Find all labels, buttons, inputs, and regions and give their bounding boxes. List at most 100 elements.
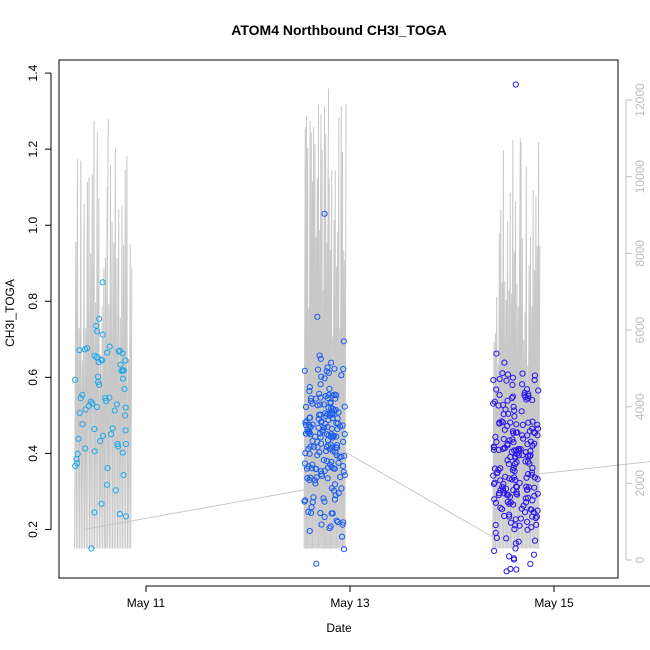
data-point: [509, 466, 516, 474]
data-point: [309, 461, 316, 468]
data-point: [314, 452, 321, 459]
data-point: [305, 463, 312, 470]
data-point: [509, 374, 517, 381]
data-point: [531, 484, 538, 491]
data-point: [87, 398, 94, 405]
data-point: [119, 449, 126, 456]
data-point: [534, 421, 541, 428]
data-point: [529, 442, 536, 449]
data-point: [322, 420, 329, 427]
y-tick-label: 1.0: [26, 217, 40, 234]
data-point: [317, 381, 324, 388]
data-point: [496, 391, 503, 398]
data-point: [534, 507, 541, 514]
data-point: [302, 403, 310, 411]
data-point: [530, 429, 537, 436]
data-point: [523, 483, 530, 490]
data-point: [122, 357, 129, 364]
data-point: [327, 523, 334, 530]
data-point: [506, 500, 513, 507]
data-point: [509, 393, 517, 400]
data-point: [333, 517, 340, 524]
data-point: [321, 513, 328, 521]
data-point: [491, 465, 498, 472]
data-point: [513, 566, 520, 573]
y2-tick-label: 10000: [633, 160, 647, 194]
data-point: [305, 445, 312, 452]
data-point: [306, 384, 313, 391]
data-point: [506, 475, 513, 482]
data-point: [328, 359, 335, 366]
data-point: [301, 460, 309, 467]
data-point: [513, 488, 520, 495]
data-point: [515, 446, 522, 453]
data-point: [102, 395, 109, 402]
data-point: [119, 375, 127, 382]
data-point: [325, 404, 332, 411]
data-point: [93, 403, 101, 411]
data-point: [324, 437, 332, 444]
data-point: [301, 498, 308, 505]
data-point: [534, 425, 542, 432]
data-point-max: [512, 81, 519, 88]
data-point: [310, 443, 317, 450]
data-point: [314, 366, 322, 373]
data-point: [335, 409, 342, 416]
data-point: [501, 359, 508, 366]
data-point: [504, 397, 511, 404]
data-point: [529, 497, 536, 504]
data-point: [495, 491, 502, 499]
data-point: [527, 506, 534, 513]
data-point: [519, 370, 526, 377]
data-point: [523, 474, 530, 481]
data-point: [122, 404, 129, 411]
data-point: [513, 459, 520, 466]
altitude-peak: [104, 119, 109, 549]
data-point: [492, 499, 499, 506]
data-point: [533, 521, 540, 528]
altitude-transit: [84, 486, 320, 530]
data-point: [91, 448, 98, 455]
data-point: [330, 465, 337, 472]
data-point: [104, 349, 111, 356]
y2-tick-label: 6000: [633, 316, 647, 343]
data-point: [73, 456, 80, 463]
data-point: [508, 394, 516, 402]
data-point: [513, 421, 520, 428]
data-point: [337, 473, 344, 481]
data-point: [99, 331, 106, 338]
data-point: [79, 421, 86, 428]
data-point: [317, 434, 324, 441]
data-point-max: [99, 279, 106, 286]
altitude-transit: [523, 461, 650, 477]
data-point: [326, 385, 333, 392]
data-point: [111, 407, 118, 414]
x-tick-label: May 13: [330, 596, 370, 610]
data-point: [312, 480, 319, 487]
data-point: [520, 435, 527, 442]
data-point: [82, 445, 89, 452]
data-point: [519, 432, 526, 439]
data-point: [77, 395, 84, 402]
data-point: [318, 471, 325, 478]
data-point: [525, 392, 532, 399]
data-point: [517, 515, 525, 522]
data-point: [81, 346, 89, 353]
data-point: [318, 521, 325, 528]
data-point: [525, 419, 532, 426]
data-point: [509, 381, 516, 388]
data-point: [104, 465, 111, 472]
data-point: [122, 513, 130, 520]
data-point: [531, 372, 539, 379]
data-point: [507, 454, 514, 461]
data-point: [335, 490, 342, 497]
y-tick-label: 1.4: [26, 64, 40, 81]
data-point: [313, 465, 320, 472]
data-point: [500, 411, 507, 418]
data-point: [91, 425, 98, 433]
data-point: [116, 347, 123, 354]
data-point: [329, 447, 336, 454]
data-point: [307, 474, 314, 481]
data-point: [504, 371, 511, 378]
data-point: [317, 468, 325, 475]
